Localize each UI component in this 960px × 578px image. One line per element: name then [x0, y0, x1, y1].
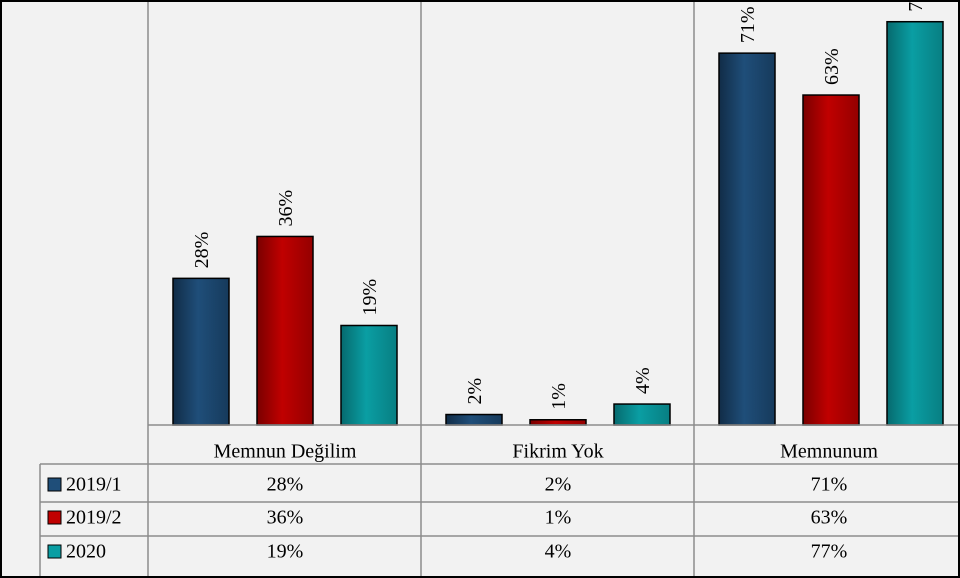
legend-label-2019-2: 2019/2 [66, 507, 122, 529]
category-label-fikrim-yok: Fikrim Yok [512, 441, 603, 463]
table-cell: 2% [545, 474, 572, 496]
table-cell: 4% [545, 541, 572, 563]
bar-labels-group: 28% 36% 19% 2% 1% 4% 71% 63% 77% [191, 0, 927, 410]
table-cell: 28% [267, 474, 304, 496]
data-label-2019-2-memnun-degilim: 36% [275, 190, 297, 227]
bar-2019-2-memnun-degilim [256, 235, 314, 426]
bar-2019-1-fikrim-yok [445, 413, 503, 426]
bars-group [172, 20, 944, 426]
bar-2019-2-memnunum [802, 94, 860, 426]
table-cell: 19% [267, 541, 304, 563]
bar-2019-1-memnunum [718, 52, 776, 426]
data-label-2019-1-memnunum: 71% [737, 6, 759, 43]
bar-2019-2-fikrim-yok [529, 419, 587, 426]
legend-key-2020 [47, 544, 62, 559]
legend-label-2019-1: 2019/1 [66, 474, 122, 496]
data-label-2019-2-memnunum: 63% [821, 48, 843, 85]
data-label-2019-1-fikrim-yok: 2% [464, 378, 486, 405]
table-cell: 71% [811, 474, 848, 496]
data-label-2020-fikrim-yok: 4% [632, 367, 654, 394]
bar-2020-memnun-degilim [340, 324, 398, 426]
bar-2019-1-memnun-degilim [172, 277, 230, 426]
category-label-memnunum: Memnunum [780, 441, 878, 463]
table-cell: 36% [267, 507, 304, 529]
data-label-2020-memnunum: 77% [905, 0, 927, 12]
table-cell: 1% [545, 507, 572, 529]
bar-2020-fikrim-yok [613, 403, 671, 426]
table-cell: 77% [811, 541, 848, 563]
data-label-2019-2-fikrim-yok: 1% [548, 383, 570, 410]
bar-2020-memnunum [886, 20, 944, 426]
data-table-grid [39, 2, 959, 577]
data-label-2020-memnun-degilim: 19% [359, 279, 381, 316]
legend-key-2019-2 [47, 510, 62, 525]
category-label-memnun-degilim: Memnun Değilim [214, 441, 357, 463]
table-cell: 63% [811, 507, 848, 529]
legend-key-2019-1 [47, 477, 62, 492]
data-label-2019-1-memnun-degilim: 28% [191, 232, 213, 269]
legend-label-2020: 2020 [66, 541, 106, 563]
